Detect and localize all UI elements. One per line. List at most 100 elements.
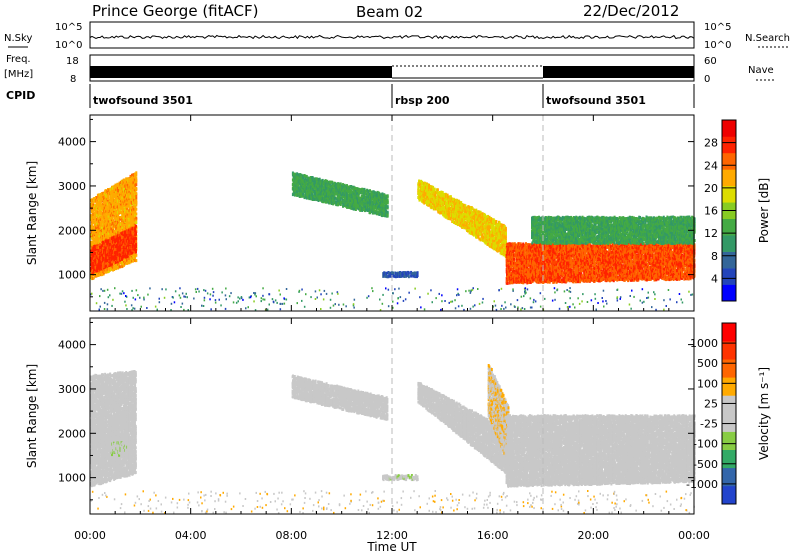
echo-cell — [113, 265, 116, 269]
echo-cell — [302, 194, 305, 198]
echo-cell — [113, 258, 116, 262]
echo-cell — [325, 198, 328, 202]
echo-cell — [292, 176, 295, 180]
echo-cell — [121, 211, 124, 214]
date-title: 22/Dec/2012 — [583, 2, 679, 20]
echo-cell — [124, 180, 127, 184]
echo-cell — [312, 188, 315, 191]
echo-cell — [112, 197, 114, 201]
echo-cell — [118, 261, 120, 265]
echo-cell — [111, 223, 114, 227]
echo-cell — [337, 186, 340, 190]
echo-cell — [121, 209, 124, 212]
echo-cell — [103, 258, 106, 262]
echo-cell — [90, 203, 93, 206]
echo-cell — [301, 189, 304, 193]
echo-cell — [113, 230, 116, 233]
echo-cell — [302, 192, 305, 196]
echo-cell — [123, 237, 126, 241]
freq-panel: Freq. [MHz] 18 8 60 0 Nave — [4, 54, 776, 85]
echo-cell — [95, 237, 98, 241]
echo-cell — [111, 221, 114, 225]
echo-cell — [337, 182, 340, 186]
echo-cell — [113, 210, 116, 213]
echo-cell — [115, 213, 118, 216]
echo-cell — [93, 252, 96, 256]
echo-cell — [104, 209, 107, 213]
echo-cell — [99, 271, 102, 275]
echo-cell — [109, 249, 112, 253]
echo-cell — [109, 261, 112, 265]
echo-cell — [112, 201, 114, 205]
echo-cell — [128, 194, 131, 198]
echo-cell — [96, 249, 99, 253]
echo-cell — [103, 226, 106, 230]
echo-cell — [113, 234, 116, 237]
echo-cell — [119, 209, 122, 213]
echo-cell — [296, 173, 299, 176]
echo-cell — [321, 185, 324, 188]
echo-cell — [112, 251, 115, 255]
echo-cell — [319, 196, 322, 200]
echo-cell — [135, 247, 138, 250]
echo-cell — [117, 246, 120, 250]
echo-cell — [135, 221, 138, 225]
echo-cell — [113, 216, 116, 220]
echo-cell — [115, 230, 118, 234]
echo-cell — [107, 232, 110, 236]
echo-cell — [314, 192, 317, 196]
echo-cell — [115, 200, 118, 204]
echo-cell — [116, 253, 119, 257]
echo-cell — [334, 196, 337, 200]
echo-cell — [326, 194, 329, 198]
echo-cell — [332, 198, 334, 202]
freq-left-tick-high: 18 — [66, 56, 79, 67]
echo-cell — [416, 274, 419, 278]
echo-cell — [126, 183, 129, 187]
echo-cell — [104, 249, 107, 253]
echo-cell — [392, 271, 394, 275]
echo-cell — [302, 179, 305, 183]
echo-cell — [115, 228, 118, 232]
echo-cell — [332, 184, 335, 188]
echo-cell — [129, 211, 132, 215]
echo-cell — [118, 218, 120, 222]
echo-cell — [109, 259, 112, 263]
echo-cell — [305, 186, 308, 190]
echo-cell — [126, 213, 129, 217]
echo-cell — [113, 205, 116, 209]
echo-cell — [113, 189, 116, 193]
echo-cell — [128, 184, 131, 188]
echo-cell — [112, 229, 114, 233]
echo-cell — [94, 224, 97, 228]
echo-cell — [131, 197, 133, 201]
echo-cell — [99, 265, 102, 269]
echo-cell — [99, 224, 102, 228]
echo-cell — [135, 200, 138, 204]
echo-cell — [121, 262, 124, 266]
echo-cell — [121, 182, 124, 186]
echo-cell — [407, 271, 410, 275]
echo-cell — [102, 246, 104, 250]
echo-cell — [121, 180, 124, 184]
echo-cell — [121, 198, 124, 202]
echo-cell — [113, 268, 116, 271]
echo-cell — [330, 196, 333, 200]
echo-cell — [314, 177, 317, 181]
echo-cell — [314, 181, 317, 185]
echo-cell — [115, 184, 118, 187]
echo-cell — [113, 201, 116, 204]
echo-cell — [121, 223, 124, 227]
echo-cell — [109, 245, 112, 249]
echo-cell — [103, 246, 106, 250]
echo-cell — [121, 228, 124, 232]
echo-cell — [110, 260, 113, 264]
echo-cell — [107, 209, 110, 212]
echo-cell — [107, 204, 110, 207]
echo-cell — [338, 197, 341, 201]
echo-cell — [92, 276, 95, 280]
echo-cell — [113, 202, 116, 206]
echo-cell — [114, 257, 117, 261]
echo-cell — [127, 254, 129, 258]
echo-cell — [113, 195, 116, 199]
